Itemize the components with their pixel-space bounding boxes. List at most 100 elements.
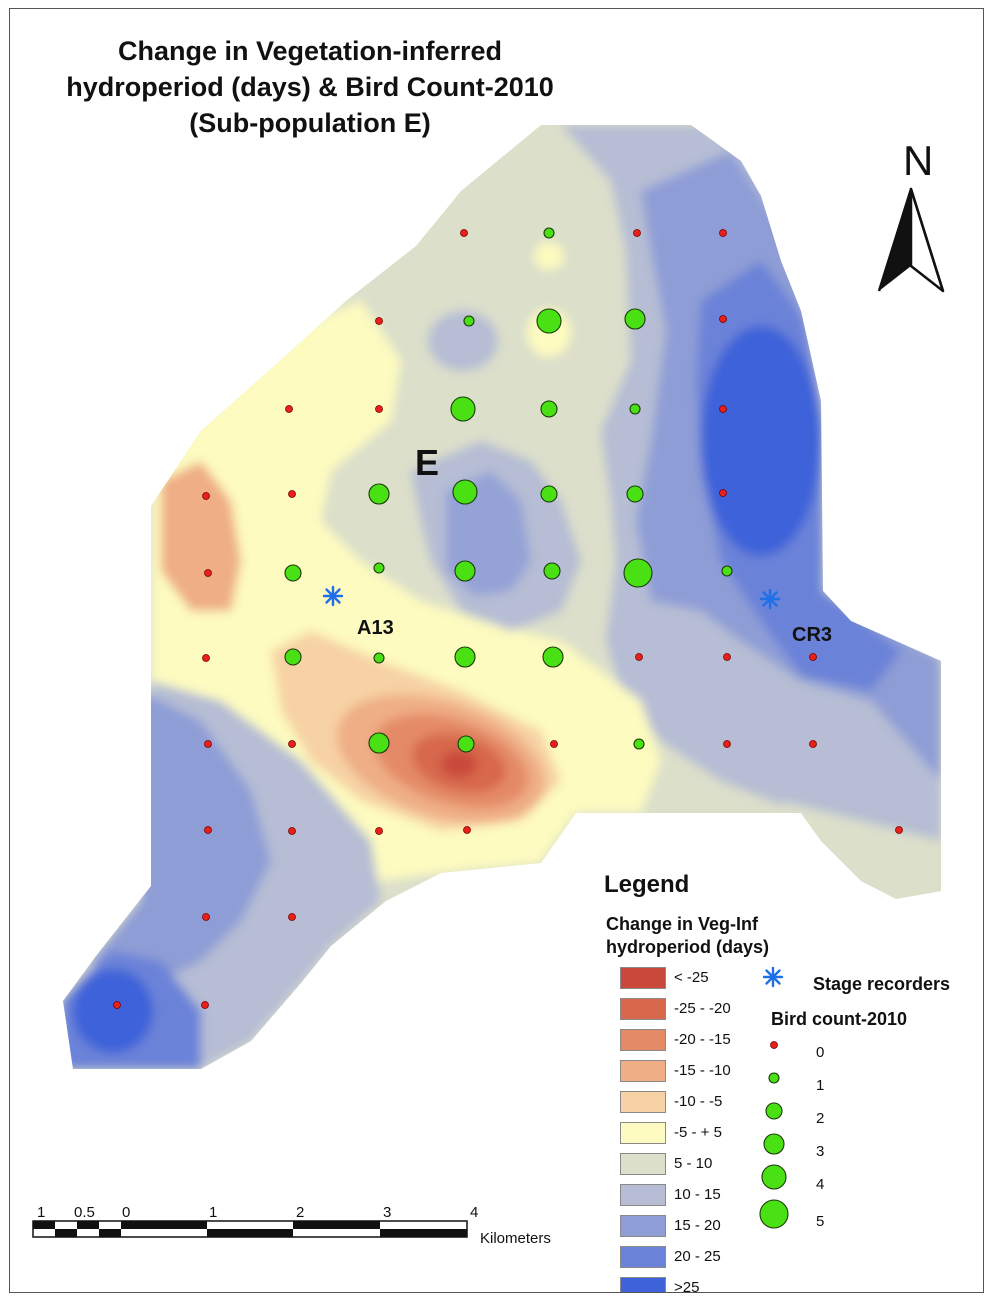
legend-swatch — [620, 1246, 666, 1268]
stage-recorder-marker — [322, 585, 344, 607]
bird-count-legend-symbols — [759, 1041, 789, 1229]
bird-point-zero — [375, 827, 383, 835]
hydroperiod-surface — [63, 125, 941, 1069]
legend-bird-count-label: 1 — [816, 1077, 825, 1094]
bird-point-count-1 — [633, 738, 645, 750]
bird-point-zero — [288, 490, 296, 498]
north-arrow-icon — [877, 187, 945, 293]
legend-bird-symbol — [770, 1041, 778, 1049]
map-frame: Change in Vegetation-inferred hydroperio… — [9, 8, 984, 1293]
legend-class-label: -10 - -5 — [674, 1093, 723, 1110]
bird-point-zero — [204, 826, 212, 834]
stage-recorder-marker — [759, 588, 781, 610]
scale-tick-label: 3 — [383, 1204, 392, 1221]
legend-bird-symbol — [759, 1199, 789, 1229]
bird-point-count-5 — [623, 558, 653, 588]
legend-stage-recorders-label: Stage recorders — [813, 974, 951, 994]
legend-class-label: -20 - -15 — [674, 1031, 731, 1048]
bird-point-zero — [809, 740, 817, 748]
north-label: N — [903, 137, 934, 184]
legend-swatch — [620, 1277, 666, 1292]
bird-point-count-1 — [463, 315, 475, 327]
bird-point-zero — [895, 826, 903, 834]
bird-point-zero — [550, 740, 558, 748]
bird-point-count-3 — [454, 560, 476, 582]
bird-point-count-1 — [373, 652, 385, 664]
legend-bird-count-label: 5 — [816, 1213, 825, 1230]
bird-point-count-2 — [626, 485, 644, 503]
bird-point-count-3 — [368, 483, 390, 505]
legend-class-label: 20 - 25 — [674, 1248, 721, 1265]
bird-point-zero — [201, 1001, 209, 1009]
legend-class-label: < -25 — [674, 969, 709, 986]
stage-recorder-label-a13: A13 — [357, 617, 394, 639]
bird-point-count-2 — [543, 562, 561, 580]
legend-swatch — [620, 998, 666, 1020]
bird-point-zero — [288, 827, 296, 835]
legend-bird-count-label: 4 — [816, 1176, 825, 1193]
bird-point-zero — [202, 492, 210, 500]
legend-class-label: 10 - 15 — [674, 1186, 721, 1203]
stage-recorder-label-cr3: CR3 — [792, 624, 833, 646]
bird-point-zero — [204, 569, 212, 577]
legend-swatch — [620, 1184, 666, 1206]
bird-point-zero — [288, 740, 296, 748]
legend-bird-symbol — [761, 1164, 787, 1190]
bird-point-zero — [288, 913, 296, 921]
legend-bird-count-label: 3 — [816, 1143, 825, 1160]
bird-point-zero — [204, 740, 212, 748]
bird-point-count-2 — [540, 485, 558, 503]
scale-bar — [32, 1220, 468, 1238]
bird-point-zero — [723, 653, 731, 661]
legend-bird-symbol — [763, 1133, 785, 1155]
bird-point-count-4 — [452, 479, 478, 505]
legend-swatch — [620, 1091, 666, 1113]
legend-hydroperiod-title-line-2: hydroperiod (days) — [606, 937, 770, 957]
legend-class-label: -25 - -20 — [674, 1000, 731, 1017]
bird-point-count-1 — [543, 227, 555, 239]
legend-swatch — [620, 1029, 666, 1051]
bird-point-count-1 — [721, 565, 733, 577]
bird-point-zero — [719, 405, 727, 413]
title-line-3: (Sub-population E) — [189, 108, 431, 138]
bird-point-zero — [719, 489, 727, 497]
area-label: E — [415, 442, 440, 483]
legend-hydroperiod-title: Change in Veg-Inf hydroperiod (days) — [606, 913, 769, 959]
scale-tick-label: 4 — [470, 1204, 479, 1221]
legend-class-label: 5 - 10 — [674, 1155, 713, 1172]
scale-tick-label: 0.5 — [74, 1204, 95, 1221]
legend-bird-symbol — [765, 1102, 783, 1120]
title-line-2: hydroperiod (days) & Bird Count-2010 — [66, 72, 554, 102]
bird-point-count-3 — [542, 646, 564, 668]
legend-bird-count-title: Bird count-2010 — [771, 1009, 908, 1029]
bird-point-count-2 — [284, 648, 302, 666]
legend-swatch — [620, 967, 666, 989]
bird-point-zero — [285, 405, 293, 413]
title-line-1: Change in Vegetation-inferred — [117, 36, 503, 66]
bird-point-count-4 — [536, 308, 562, 334]
legend-hydroperiod-title-line-1: Change in Veg-Inf — [606, 914, 759, 934]
legend-stage-recorder-icon — [762, 966, 784, 988]
bird-point-count-4 — [450, 396, 476, 422]
scale-tick-label: 0 — [122, 1204, 131, 1221]
legend-class-label: -5 - + 5 — [674, 1124, 722, 1141]
legend-class-label: >25 — [674, 1279, 700, 1293]
bird-count-points — [113, 227, 903, 1009]
legend-swatch — [620, 1060, 666, 1082]
scale-tick-label: 1 — [37, 1204, 46, 1221]
scale-unit-label: Kilometers — [480, 1230, 551, 1247]
bird-point-zero — [375, 317, 383, 325]
legend-bird-symbol — [768, 1072, 780, 1084]
scale-tick-label: 2 — [296, 1204, 305, 1221]
map-title: Change in Vegetation-inferred hydroperio… — [30, 33, 590, 141]
bird-point-count-3 — [624, 308, 646, 330]
bird-point-count-2 — [284, 564, 302, 582]
legend-class-label: -15 - -10 — [674, 1062, 731, 1079]
legend-swatch — [620, 1122, 666, 1144]
map-canvas — [32, 125, 945, 1238]
bird-point-count-1 — [629, 403, 641, 415]
legend-bird-count-label: 2 — [816, 1110, 825, 1127]
bird-point-zero — [809, 653, 817, 661]
bird-point-count-2 — [457, 735, 475, 753]
legend-swatch — [620, 1153, 666, 1175]
